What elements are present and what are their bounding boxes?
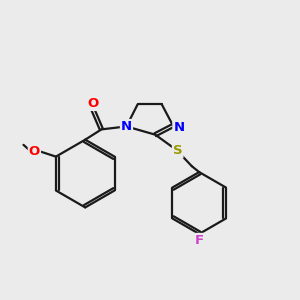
Text: S: S xyxy=(173,144,182,158)
Text: N: N xyxy=(121,120,132,133)
Text: O: O xyxy=(87,97,98,110)
Text: O: O xyxy=(29,145,40,158)
Text: F: F xyxy=(195,234,204,247)
Text: N: N xyxy=(173,121,184,134)
